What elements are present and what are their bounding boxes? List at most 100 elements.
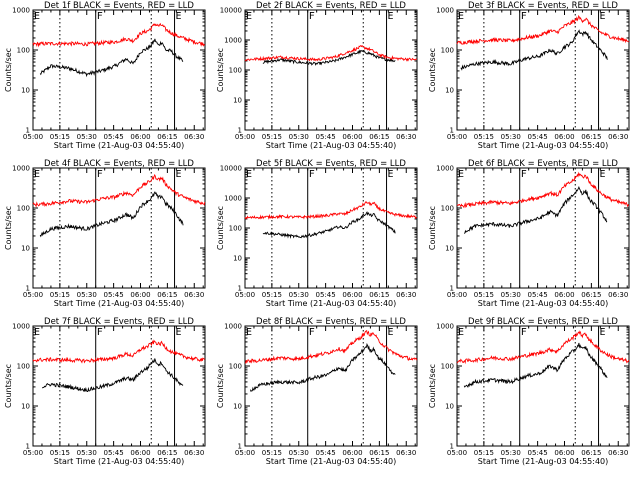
x-tick-label: 06:00	[342, 133, 362, 141]
x-tick-label: 05:00	[23, 291, 43, 299]
x-tick-label: 05:15	[50, 291, 70, 299]
x-tick-label: 06:30	[608, 291, 628, 299]
lld-series-line	[244, 329, 418, 364]
y-axis-label: Counts/sec	[216, 206, 225, 250]
panel-det-9: Det 9f BLACK = Events, RED = LLD 1 10 100 10…	[428, 317, 630, 466]
y-tick-label: 100	[17, 205, 30, 213]
x-tick-label: 05:00	[23, 449, 43, 457]
y-tick-label: 1000	[224, 37, 242, 45]
panel-title: Det 6f BLACK = Events, RED = LLD	[468, 159, 618, 169]
x-tick-label: 06:15	[581, 133, 601, 141]
x-tick-label: 05:30	[289, 291, 309, 299]
x-tick-label: 05:30	[77, 133, 97, 141]
lld-series-line	[32, 173, 206, 208]
x-tick-label: 06:00	[130, 449, 150, 457]
x-tick-label: 05:15	[474, 449, 494, 457]
x-tick-label: 05:45	[316, 133, 336, 141]
marker-label-f: F	[97, 327, 103, 338]
y-tick-label: 100	[229, 363, 242, 371]
x-tick-label: 06:30	[608, 449, 628, 457]
x-tick-label: 05:45	[528, 449, 548, 457]
y-axis-label: Counts/sec	[4, 206, 13, 250]
lld-series-line	[244, 45, 418, 62]
panel-det-2: Det 2f BLACK = Events, RED = LLD 1 10 100 10…	[216, 1, 418, 150]
x-tick-label: 05:15	[474, 133, 494, 141]
y-tick-label: 1000	[436, 165, 454, 173]
x-tick-label: 05:45	[316, 449, 336, 457]
x-tick-label: 06:00	[342, 449, 362, 457]
events-series-line	[41, 358, 184, 393]
x-tick-label: 06:15	[369, 133, 389, 141]
panel-title: Det 9f BLACK = Events, RED = LLD	[468, 317, 618, 327]
x-tick-label: 06:15	[581, 291, 601, 299]
panel-title: Det 4f BLACK = Events, RED = LLD	[44, 159, 194, 169]
y-tick-label: 1	[26, 285, 30, 293]
marker-label-f: F	[521, 169, 527, 180]
x-axis-label: Start Time (21-Aug-03 04:55:40)	[266, 457, 397, 466]
y-tick-label: 10	[233, 255, 242, 263]
x-tick-label: 06:15	[369, 291, 389, 299]
y-axis-label: Counts/sec	[428, 206, 437, 250]
x-tick-label: 05:30	[501, 449, 521, 457]
panel-title: Det 5f BLACK = Events, RED = LLD	[256, 159, 406, 169]
x-tick-label: 05:15	[262, 133, 282, 141]
x-tick-label: 06:30	[396, 291, 416, 299]
x-tick-label: 05:30	[289, 449, 309, 457]
lld-series-line	[32, 22, 205, 48]
marker-label-f: F	[309, 327, 315, 338]
y-tick-label: 10	[21, 403, 30, 411]
lld-series-line	[244, 200, 417, 220]
x-tick-label: 05:00	[235, 291, 255, 299]
panel-det-3: Det 3f BLACK = Events, RED = LLD 1 10 100 10…	[428, 1, 630, 150]
y-axis-label: Counts/sec	[216, 48, 225, 92]
lld-series-line	[32, 339, 206, 364]
y-tick-label: 10	[445, 403, 454, 411]
y-tick-label: 1000	[12, 7, 30, 15]
x-tick-label: 06:15	[369, 449, 389, 457]
x-tick-label: 05:30	[289, 133, 309, 141]
x-tick-label: 05:00	[447, 291, 467, 299]
marker-label-e: E	[600, 11, 606, 22]
x-axis-label: Start Time (21-Aug-03 04:55:40)	[478, 457, 609, 466]
y-tick-label: 1	[26, 127, 30, 135]
x-axis-label: Start Time (21-Aug-03 04:55:40)	[54, 141, 185, 150]
x-tick-label: 06:15	[157, 291, 177, 299]
x-tick-label: 05:00	[447, 133, 467, 141]
marker-label-e: E	[458, 169, 464, 180]
marker-label-e: E	[34, 327, 40, 338]
marker-label-f: F	[309, 11, 315, 22]
marker-label-e: E	[176, 169, 182, 180]
x-tick-label: 06:00	[554, 449, 574, 457]
x-tick-label: 05:15	[262, 449, 282, 457]
events-series-line	[249, 342, 396, 393]
x-tick-label: 06:00	[554, 133, 574, 141]
x-tick-label: 06:30	[184, 133, 204, 141]
x-tick-label: 05:45	[104, 291, 124, 299]
x-tick-label: 06:00	[554, 291, 574, 299]
x-tick-label: 06:00	[130, 133, 150, 141]
panel-title: Det 1f BLACK = Events, RED = LLD	[44, 1, 194, 11]
y-tick-label: 100	[17, 363, 30, 371]
x-tick-label: 05:30	[77, 291, 97, 299]
marker-label-e: E	[388, 11, 394, 22]
x-tick-label: 05:15	[474, 291, 494, 299]
y-tick-label: 1	[450, 443, 454, 451]
y-axis-label: Counts/sec	[216, 364, 225, 408]
x-tick-label: 06:30	[396, 133, 416, 141]
marker-label-f: F	[521, 327, 527, 338]
x-tick-label: 05:45	[104, 133, 124, 141]
events-series-line	[464, 186, 608, 234]
x-axis-label: Start Time (21-Aug-03 04:55:40)	[266, 299, 397, 308]
panel-det-5: Det 5f BLACK = Events, RED = LLD 1 10 100 10…	[216, 159, 418, 308]
panel-det-1: Det 1f BLACK = Events, RED = LLD 1 10 100 10…	[4, 1, 206, 150]
marker-label-e: E	[458, 327, 464, 338]
x-tick-label: 05:30	[501, 291, 521, 299]
marker-label-f: F	[97, 11, 103, 22]
y-tick-label: 1000	[224, 323, 242, 331]
x-tick-label: 05:00	[235, 133, 255, 141]
events-series-line	[262, 211, 396, 239]
marker-label-e: E	[388, 169, 394, 180]
y-tick-label: 1000	[224, 195, 242, 203]
